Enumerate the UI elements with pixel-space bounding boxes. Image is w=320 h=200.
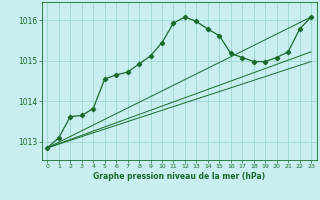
X-axis label: Graphe pression niveau de la mer (hPa): Graphe pression niveau de la mer (hPa) xyxy=(93,172,265,181)
